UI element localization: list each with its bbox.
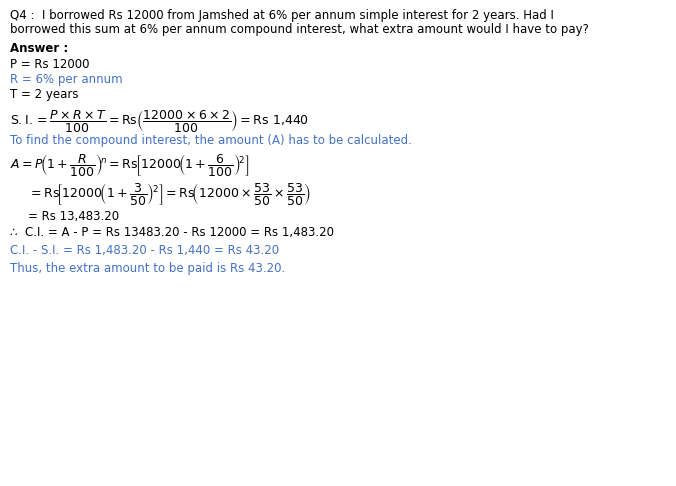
Text: T = 2 years: T = 2 years [10, 88, 78, 101]
Text: ∴  C.I. = A - P = Rs 13483.20 - Rs 12000 = Rs 1,483.20: ∴ C.I. = A - P = Rs 13483.20 - Rs 12000 … [10, 226, 334, 239]
Text: P = Rs 12000: P = Rs 12000 [10, 58, 89, 71]
Text: Answer :: Answer : [10, 42, 68, 55]
Text: = Rs 13,483.20: = Rs 13,483.20 [28, 210, 119, 223]
Text: $= \mathrm{Rs}\!\left[12000\!\left(1+\dfrac{3}{50}\right)^{\!2}\right] = \mathrm: $= \mathrm{Rs}\!\left[12000\!\left(1+\df… [28, 181, 311, 207]
Text: To find the compound interest, the amount (A) has to be calculated.: To find the compound interest, the amoun… [10, 134, 412, 147]
Text: $A = P\!\left(1+\dfrac{R}{100}\right)^{\!n} = \mathrm{Rs}\!\left[12000\!\left(1+: $A = P\!\left(1+\dfrac{R}{100}\right)^{\… [10, 152, 249, 178]
Text: C.I. - S.I. = Rs 1,483.20 - Rs 1,440 = Rs 43.20: C.I. - S.I. = Rs 1,483.20 - Rs 1,440 = R… [10, 244, 279, 257]
Text: borrowed this sum at 6% per annum compound interest, what extra amount would I h: borrowed this sum at 6% per annum compou… [10, 23, 589, 36]
Text: Thus, the extra amount to be paid is Rs 43.20.: Thus, the extra amount to be paid is Rs … [10, 262, 285, 275]
Text: $\mathrm{S.I.} = \dfrac{P \times R \times T}{100} = \mathrm{Rs}\left(\dfrac{1200: $\mathrm{S.I.} = \dfrac{P \times R \time… [10, 108, 309, 134]
Text: R = 6% per annum: R = 6% per annum [10, 73, 122, 86]
Text: Q4 :  I borrowed Rs 12000 from Jamshed at 6% per annum simple interest for 2 yea: Q4 : I borrowed Rs 12000 from Jamshed at… [10, 9, 554, 22]
